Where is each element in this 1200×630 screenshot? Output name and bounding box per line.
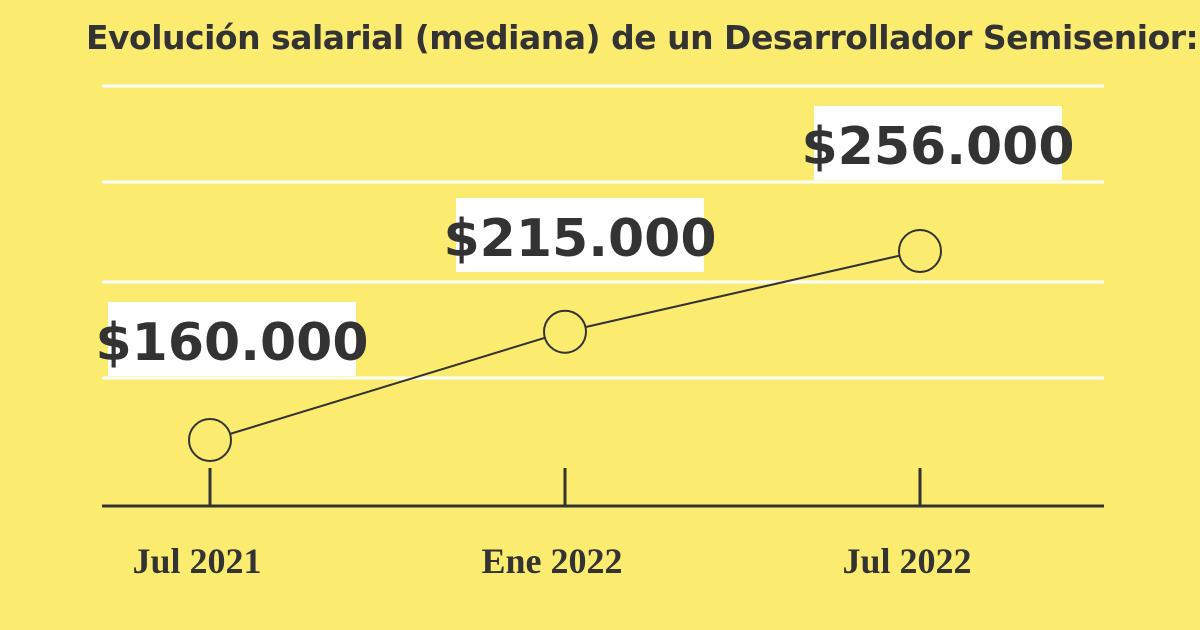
x-tick-label-3: Jul 2022 <box>842 541 971 581</box>
data-label-2: $215.000 <box>443 209 716 269</box>
x-tick-label-1: Jul 2021 <box>132 541 261 581</box>
chart-title: Evolución salarial (mediana) de un Desar… <box>86 18 1199 57</box>
data-point-1 <box>188 418 232 462</box>
data-point-2 <box>543 309 587 354</box>
data-label-box-1 <box>108 302 356 376</box>
data-label-1: $160.000 <box>95 313 368 373</box>
data-label-3: $256.000 <box>801 117 1074 177</box>
data-label-box-2 <box>456 198 704 272</box>
data-point-3 <box>898 229 942 273</box>
x-tick-label-2: Ene 2022 <box>481 541 622 581</box>
data-label-box-3 <box>814 106 1062 180</box>
